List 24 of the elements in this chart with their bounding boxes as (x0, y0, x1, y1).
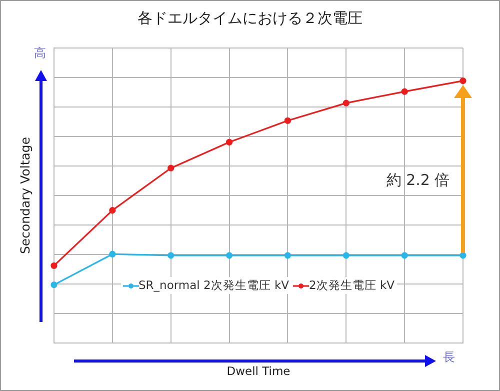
x-axis-title: Dwell Time (226, 364, 290, 378)
point (168, 252, 174, 259)
point (50, 262, 58, 269)
text: 高 (34, 46, 46, 60)
point (226, 252, 233, 259)
point (460, 252, 466, 259)
point (342, 100, 350, 106)
legend-label: SR_normal 2次発生電圧 kV (138, 278, 289, 293)
point (226, 138, 233, 146)
point (284, 117, 292, 124)
point (401, 88, 408, 95)
y-axis-title: Secondary Voltage (17, 136, 32, 254)
point (401, 252, 408, 259)
annotation: 約 2.2 倍 (386, 170, 450, 189)
point (168, 164, 174, 172)
chart-title: 各ドエルタイムにおける２次電圧 (138, 8, 362, 27)
point (50, 281, 58, 288)
point (460, 77, 466, 84)
legend-label: 2次発生電圧 kV (309, 278, 394, 293)
text: 長 (443, 350, 455, 364)
point (342, 252, 350, 259)
point (284, 252, 292, 259)
point (109, 207, 116, 214)
point (109, 250, 116, 258)
